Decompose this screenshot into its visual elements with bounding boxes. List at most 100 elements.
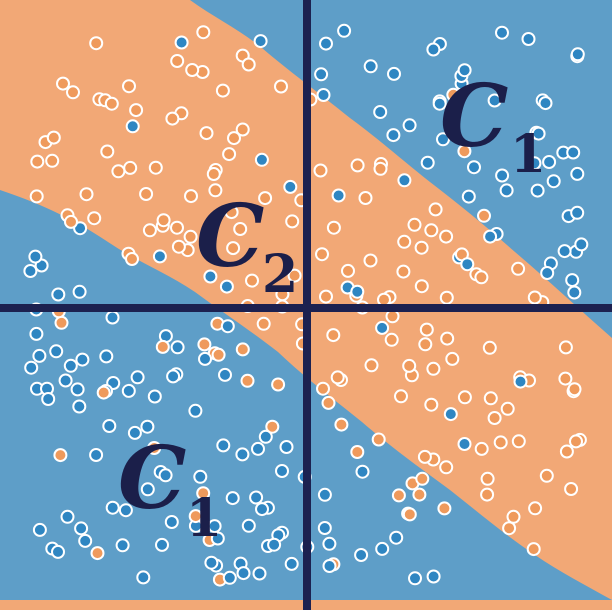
data-point [256, 316, 271, 331]
data-point [127, 425, 142, 440]
data-point [218, 367, 232, 382]
data-point [502, 521, 517, 536]
data-point [467, 160, 481, 175]
data-point [460, 257, 475, 272]
data-point [241, 518, 256, 533]
data-point [164, 515, 179, 529]
data-point [414, 240, 429, 255]
data-point [457, 63, 472, 78]
data-point [66, 85, 80, 100]
data-point [483, 229, 498, 244]
data-point [45, 153, 60, 168]
data-point [155, 339, 170, 354]
data-point [255, 502, 269, 517]
data-point [363, 59, 378, 74]
data-point [265, 419, 280, 434]
data-point [188, 509, 203, 524]
data-point [506, 509, 521, 524]
data-point [341, 263, 355, 278]
data-point [147, 389, 162, 404]
data-point [23, 264, 38, 278]
data-point [96, 385, 111, 400]
data-point [397, 234, 412, 249]
data-point [474, 441, 489, 456]
data-point [224, 205, 239, 220]
data-point [210, 531, 225, 546]
data-point [219, 279, 234, 294]
data-point [148, 160, 163, 175]
data-point [206, 167, 221, 181]
data-point [457, 390, 472, 405]
data-point [414, 279, 429, 294]
data-point [122, 79, 136, 94]
data-point [364, 358, 379, 373]
data-point [166, 369, 181, 384]
data-point [350, 284, 365, 299]
data-point [432, 96, 447, 111]
data-point [437, 501, 452, 516]
data-point [377, 292, 391, 307]
data-point [402, 118, 417, 133]
data-point [274, 79, 288, 94]
data-point [198, 351, 212, 366]
data-point [487, 411, 502, 425]
data-point [252, 566, 267, 581]
label-c2-center-sub: 2 [262, 244, 298, 305]
data-point [440, 331, 455, 346]
data-point [111, 164, 126, 179]
data-point [415, 471, 430, 486]
data-point [29, 326, 44, 341]
data-point [125, 119, 140, 134]
data-point [188, 403, 203, 418]
data-point [235, 342, 250, 357]
data-point [559, 444, 574, 459]
data-point [271, 377, 286, 392]
data-point [118, 503, 133, 518]
data-point [457, 144, 472, 159]
data-point [443, 407, 458, 422]
data-point [402, 507, 417, 522]
data-point [53, 448, 68, 463]
data-point [445, 351, 460, 366]
data-point [385, 309, 400, 324]
data-point [424, 223, 439, 238]
data-point [439, 460, 454, 475]
data-point [24, 360, 39, 375]
data-point [426, 569, 441, 584]
data-point [245, 273, 259, 288]
data-point [115, 538, 130, 553]
data-point [334, 417, 349, 432]
data-point [70, 382, 85, 397]
data-point [90, 546, 105, 561]
data-point [570, 205, 585, 220]
data-point [384, 332, 399, 347]
data-point [375, 320, 390, 335]
data-point [222, 147, 237, 162]
data-point [499, 183, 514, 198]
data-point [121, 383, 136, 398]
data-point [363, 253, 378, 268]
data-point [557, 244, 572, 259]
data-point [156, 213, 171, 228]
data-point [322, 559, 337, 573]
label-c2-center-main: C [196, 186, 264, 287]
data-point [540, 266, 555, 280]
data-point [526, 542, 541, 557]
data-point [387, 66, 401, 81]
data-point [240, 373, 255, 388]
data-point [105, 310, 120, 325]
data-point [285, 214, 300, 229]
data-point [457, 437, 472, 451]
data-point [208, 183, 223, 198]
data-point [567, 382, 582, 397]
data-point [495, 168, 510, 183]
data-point [140, 419, 155, 434]
data-point [63, 358, 78, 373]
data-point [417, 449, 432, 464]
data-point [99, 349, 114, 364]
data-point [216, 438, 231, 453]
data-point [46, 130, 61, 145]
data-point [28, 249, 43, 264]
data-point [477, 208, 491, 223]
data-point [30, 154, 45, 169]
